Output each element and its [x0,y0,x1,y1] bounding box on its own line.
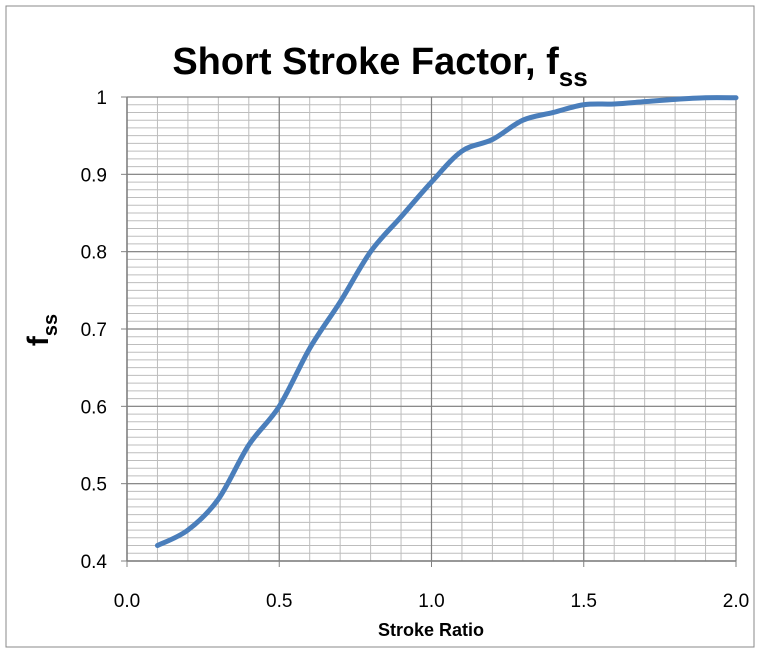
y-tick-label: 0.9 [81,165,107,186]
y-axis-label: fss [22,314,62,346]
ylabel-main: f [22,335,55,346]
y-tick-label: 1 [96,88,107,109]
title-subscript: ss [559,62,588,92]
y-tick-label: 0.5 [81,475,107,496]
x-axis-label: Stroke Ratio [378,620,484,640]
y-tick-label: 0.8 [81,243,107,264]
chart-title: Short Stroke Factor, fss [172,41,587,92]
y-tick-label: 0.6 [81,397,107,418]
title-main: Short Stroke Factor, f [172,41,559,83]
y-tick-label: 0.4 [81,552,108,573]
x-tick-label: 0.5 [266,591,292,612]
data-line [154,95,739,549]
x-tick-label: 2.0 [723,591,749,612]
x-tick-label: 1.5 [571,591,597,612]
x-tick-label: 1.0 [418,591,444,612]
x-tick-label: 0.0 [114,591,140,612]
ylabel-subscript: ss [40,314,62,336]
y-tick-label: 0.7 [81,320,107,341]
